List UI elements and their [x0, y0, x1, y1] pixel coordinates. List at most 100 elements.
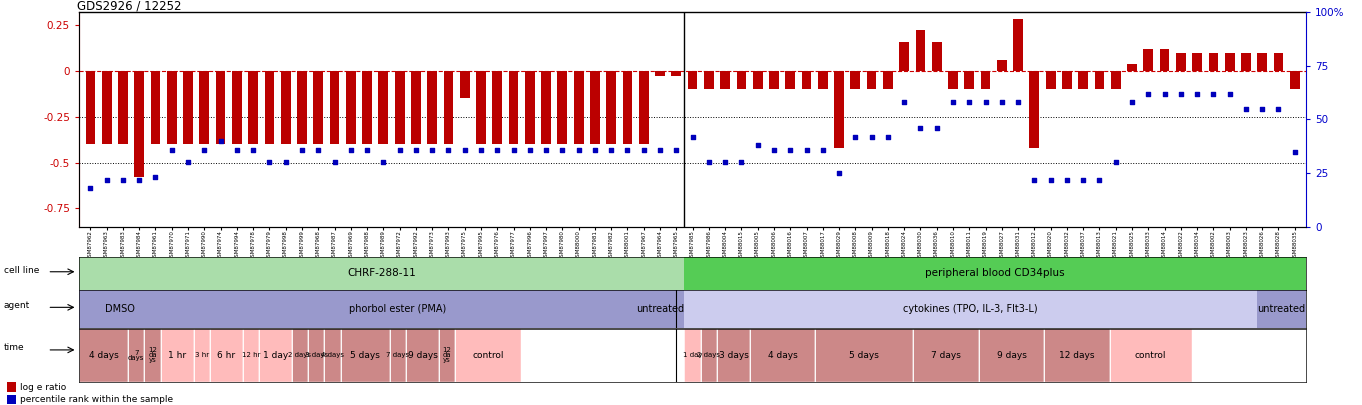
Bar: [79, 329, 128, 382]
Bar: [7, 394, 16, 404]
Point: [79, 185, 101, 192]
Bar: [199, 71, 210, 144]
Point: [681, 133, 703, 140]
Point: [1007, 99, 1028, 106]
Bar: [161, 290, 635, 328]
Point: [795, 146, 817, 153]
Bar: [242, 329, 259, 382]
Bar: [718, 329, 750, 382]
Bar: [1224, 53, 1234, 71]
Bar: [379, 71, 388, 144]
Point: [1121, 99, 1143, 106]
Bar: [684, 257, 1306, 290]
Point: [975, 99, 997, 106]
Point: [601, 146, 622, 153]
Point: [1088, 176, 1110, 183]
Bar: [281, 71, 290, 144]
Bar: [259, 329, 291, 382]
Bar: [1144, 49, 1154, 71]
Text: 3 days: 3 days: [719, 351, 749, 360]
Bar: [297, 71, 306, 144]
Bar: [655, 71, 665, 77]
Text: 12 days: 12 days: [1060, 351, 1095, 360]
Text: 4 days: 4 days: [89, 351, 118, 360]
Point: [112, 176, 133, 183]
Bar: [964, 71, 974, 89]
Bar: [232, 71, 241, 144]
Bar: [7, 382, 16, 392]
Text: 6 hr: 6 hr: [217, 351, 236, 360]
Text: agent: agent: [4, 301, 30, 310]
Bar: [1079, 71, 1088, 89]
Bar: [1095, 71, 1105, 89]
Bar: [291, 329, 308, 382]
Point: [1268, 106, 1290, 112]
Text: cytokines (TPO, IL-3, Flt3-L): cytokines (TPO, IL-3, Flt3-L): [903, 304, 1038, 314]
Bar: [508, 71, 519, 144]
Bar: [720, 71, 730, 89]
Point: [1154, 90, 1175, 97]
Point: [1170, 90, 1192, 97]
Point: [746, 142, 768, 149]
Bar: [1013, 19, 1023, 71]
Point: [763, 146, 785, 153]
Bar: [899, 41, 908, 71]
Point: [454, 146, 475, 153]
Bar: [210, 329, 242, 382]
Text: 4 days: 4 days: [321, 352, 345, 358]
Point: [1252, 106, 1273, 112]
Text: phorbol ester (PMA): phorbol ester (PMA): [350, 304, 447, 314]
Point: [877, 133, 899, 140]
Bar: [671, 71, 681, 77]
Bar: [1128, 64, 1137, 71]
Bar: [981, 71, 990, 89]
Bar: [590, 71, 599, 144]
Bar: [144, 329, 161, 382]
Bar: [684, 290, 1257, 328]
Bar: [362, 71, 372, 144]
Text: 12
da
ys: 12 da ys: [443, 347, 452, 363]
Bar: [128, 329, 144, 382]
Point: [161, 146, 183, 153]
Point: [926, 125, 948, 131]
Bar: [346, 71, 355, 144]
Point: [650, 146, 671, 153]
Text: 2 days: 2 days: [289, 352, 312, 358]
Bar: [118, 71, 128, 144]
Bar: [183, 71, 193, 144]
Text: 2 days: 2 days: [697, 352, 720, 358]
Bar: [802, 71, 812, 89]
Bar: [1257, 53, 1267, 71]
Point: [1056, 176, 1077, 183]
Bar: [411, 71, 421, 144]
Bar: [915, 30, 925, 71]
Text: CHRF-288-11: CHRF-288-11: [347, 269, 415, 278]
Bar: [979, 329, 1045, 382]
Text: cell line: cell line: [4, 266, 39, 275]
Point: [943, 99, 964, 106]
Bar: [390, 329, 406, 382]
Point: [242, 146, 264, 153]
Point: [1137, 90, 1159, 97]
Point: [697, 159, 719, 166]
Bar: [1045, 329, 1110, 382]
Bar: [493, 71, 503, 144]
Point: [144, 174, 166, 181]
Point: [861, 133, 883, 140]
Text: 7 days: 7 days: [387, 352, 410, 358]
Text: DMSO: DMSO: [105, 304, 135, 314]
Bar: [750, 329, 816, 382]
Point: [437, 146, 459, 153]
Bar: [639, 71, 648, 144]
Bar: [786, 71, 795, 89]
Bar: [313, 71, 323, 144]
Bar: [455, 329, 520, 382]
Bar: [1046, 71, 1056, 89]
Bar: [395, 71, 405, 144]
Text: 7
days: 7 days: [128, 350, 144, 361]
Point: [1186, 90, 1208, 97]
Bar: [932, 41, 941, 71]
Bar: [1159, 49, 1170, 71]
Point: [844, 133, 866, 140]
Text: 12
da
ys: 12 da ys: [148, 347, 157, 363]
